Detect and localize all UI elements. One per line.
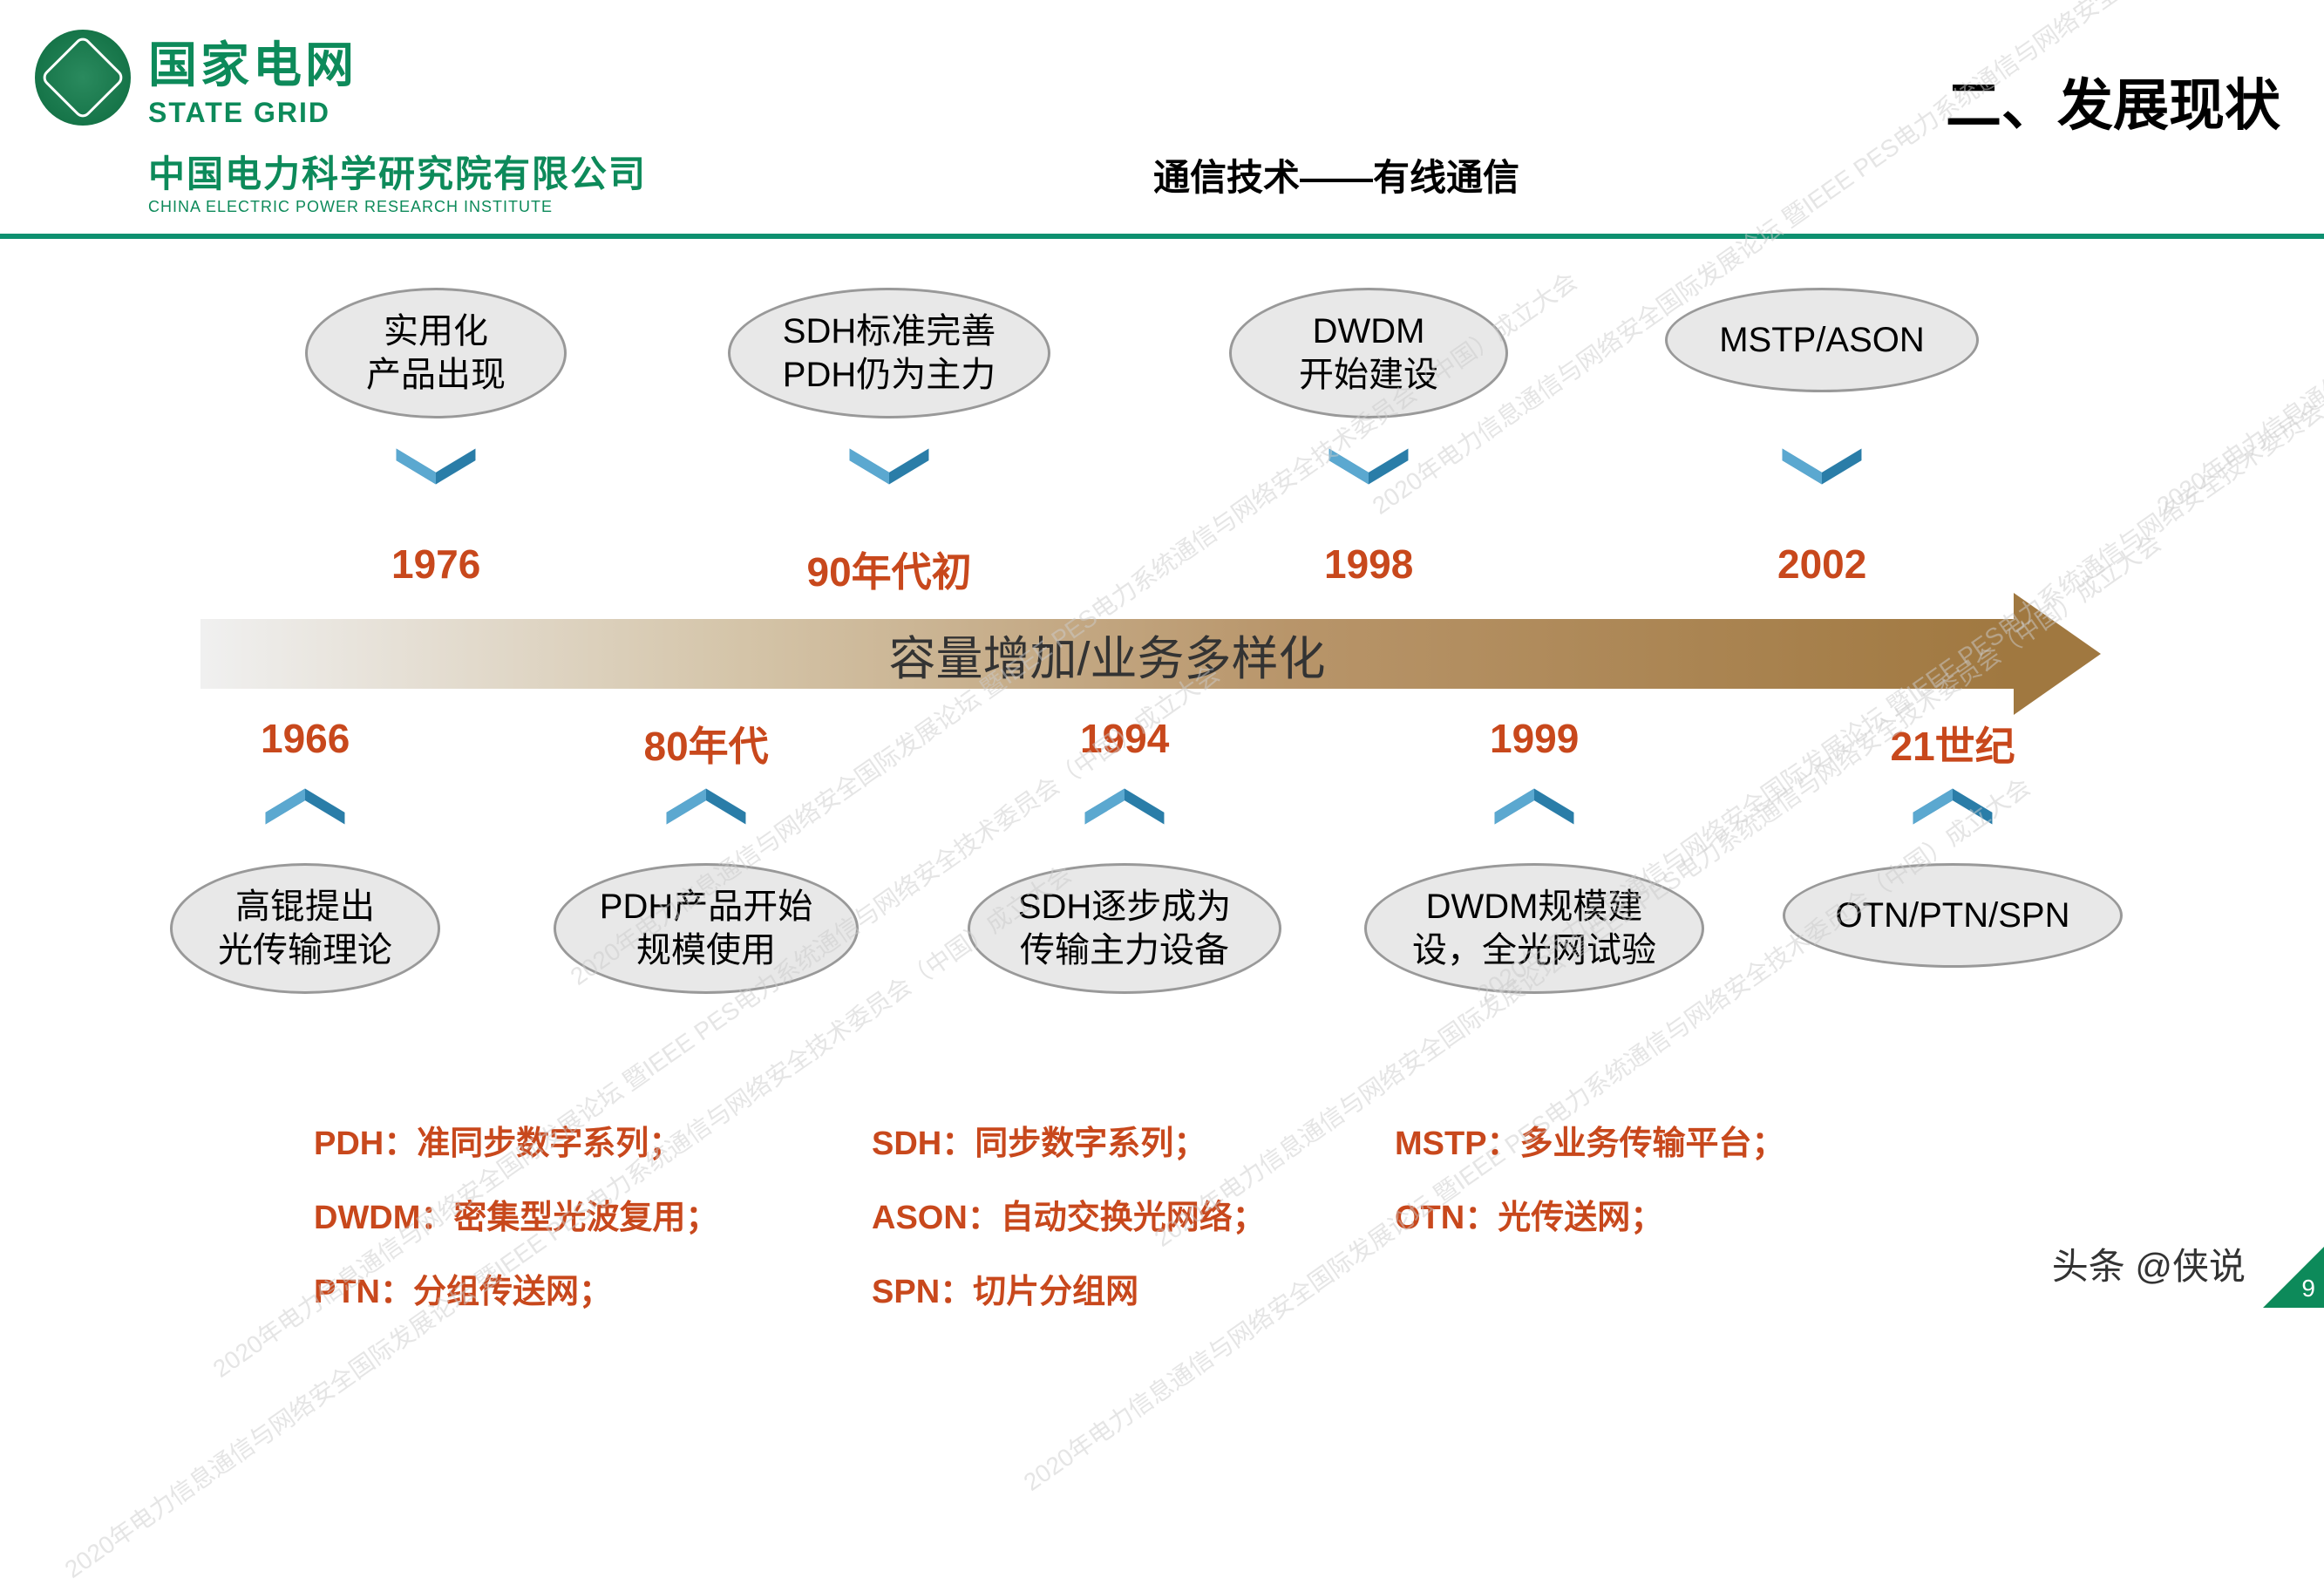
page-number: 9 (2301, 1275, 2315, 1303)
header-divider (0, 234, 2324, 239)
timeline-event-ellipse: SDH标准完善 PDH仍为主力 (728, 288, 1050, 418)
timeline-arrowhead-icon (2014, 593, 2101, 715)
timeline-event-ellipse: 高锟提出 光传输理论 (170, 863, 440, 994)
timeline-year-label: 1976 (391, 541, 480, 588)
chevron-up-icon (1077, 785, 1172, 828)
chevron-down-icon (1321, 445, 1417, 488)
chevron-down-icon (1774, 445, 1870, 488)
timeline-content: 容量增加/业务多样化 实用化 产品出现 1976 SDH标准完善 PDH仍为主力 90… (0, 253, 2324, 1125)
logo-text: 国家电网 STATE GRID (148, 26, 357, 129)
timeline-event-ellipse: 实用化 产品出现 (305, 288, 567, 418)
chevron-up-icon (658, 785, 754, 828)
glossary-item: SDH：同步数字系列； (872, 1116, 1395, 1164)
timeline-event-ellipse: OTN/PTN/SPN (1783, 863, 2123, 968)
timeline-event-ellipse: DWDM规模建 设，全光网试验 (1364, 863, 1704, 994)
chevron-down-icon (388, 445, 484, 488)
timeline-event-ellipse: SDH逐步成为 传输主力设备 (968, 863, 1281, 994)
chevron-up-icon (1486, 785, 1582, 828)
glossary-item: MSTP：多业务传输平台； (1395, 1116, 1918, 1164)
page-number-corner: 9 (2263, 1247, 2324, 1308)
timeline-bar: 容量增加/业务多样化 (200, 619, 2101, 689)
header: 国家电网 STATE GRID 中国电力科学研究院有限公司 CHINA ELEC… (0, 0, 2324, 235)
timeline-center-text: 容量增加/业务多样化 (200, 619, 2014, 689)
chevron-up-icon (257, 785, 353, 828)
timeline-event-ellipse: DWDM 开始建设 (1229, 288, 1508, 418)
glossary-item: DWDM：密集型光波复用； (314, 1190, 872, 1238)
timeline-year-label: 1998 (1324, 541, 1413, 588)
timeline-year-label: 80年代 (644, 715, 769, 772)
glossary-item (1395, 1264, 1918, 1312)
glossary: PDH：准同步数字系列；SDH：同步数字系列；MSTP：多业务传输平台； DWDM… (314, 1116, 1918, 1312)
glossary-item: PDH：准同步数字系列； (314, 1116, 872, 1164)
chevron-down-icon (841, 445, 937, 488)
timeline-year-label: 1966 (261, 715, 350, 762)
section-title: 通信技术——有线通信 (1153, 148, 1519, 201)
logo-en: STATE GRID (148, 97, 357, 129)
timeline-year-label: 2002 (1777, 541, 1866, 588)
timeline-year-label: 1999 (1490, 715, 1579, 762)
timeline-event-ellipse: MSTP/ASON (1665, 288, 1979, 392)
page-title: 二、发展现状 (1946, 61, 2280, 141)
glossary-item: OTN：光传送网； (1395, 1190, 1918, 1238)
chevron-up-icon (1905, 785, 2001, 828)
logo-icon (35, 30, 131, 126)
timeline-year-label: 90年代初 (807, 541, 972, 598)
credit-text: 头条 @侠说 (2052, 1237, 2246, 1290)
logo-cn: 国家电网 (148, 26, 357, 97)
glossary-item: ASON：自动交换光网络； (872, 1190, 1395, 1238)
timeline-year-label: 21世纪 (1891, 715, 2015, 772)
timeline-year-label: 1994 (1080, 715, 1169, 762)
glossary-item: PTN：分组传送网； (314, 1264, 872, 1312)
glossary-item: SPN：切片分组网 (872, 1264, 1395, 1312)
timeline-event-ellipse: PDH产品开始 规模使用 (554, 863, 859, 994)
